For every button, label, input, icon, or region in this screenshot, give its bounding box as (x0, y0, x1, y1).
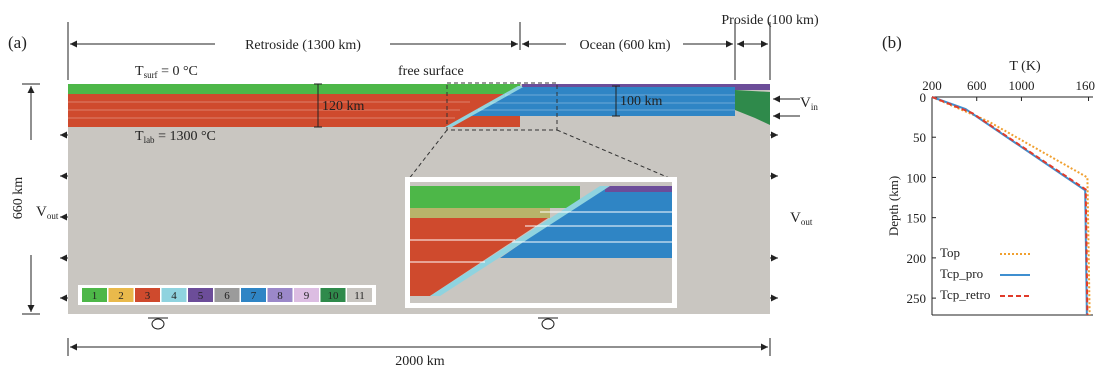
legend-label: 4 (171, 290, 177, 302)
legend-label: 11 (354, 290, 365, 302)
panel-label: (a) (8, 33, 27, 52)
legend-label: 6 (224, 290, 230, 302)
series-line (932, 97, 1087, 315)
legend-label: Top (940, 245, 960, 260)
page: (a) Retroside (1300 km) Ocean (600 km) P… (0, 0, 1095, 369)
x-tick-label: 600 (967, 78, 987, 93)
thick-100: 100 km (620, 94, 663, 109)
x-axis-label: T (K) (1009, 59, 1041, 74)
legend-label: 5 (198, 290, 204, 302)
series-line (932, 97, 1090, 315)
x-tick-label: 1000 (1008, 78, 1034, 93)
thick-120: 120 km (322, 99, 365, 114)
legend-label: 2 (118, 290, 124, 302)
legend-label: 7 (251, 290, 257, 302)
legend-label: 3 (145, 290, 151, 302)
figure: (a) Retroside (1300 km) Ocean (600 km) P… (0, 0, 1095, 369)
legend-label: 8 (277, 290, 283, 302)
free-surface: free surface (398, 64, 464, 79)
y-tick-label: 200 (907, 251, 927, 266)
ocean-label: Ocean (600 km) (580, 38, 671, 53)
y-axis-label: Depth (km) (886, 176, 901, 236)
y-tick-label: 50 (913, 130, 926, 145)
panel-label: (b) (882, 33, 902, 52)
legend: 1 2 3 4 5 6 7 8 9 10 11 (82, 288, 372, 302)
v-in: Vin (800, 95, 818, 112)
v-out-left: Vout (36, 204, 59, 221)
y-tick-label: 0 (920, 90, 927, 105)
depth-label: 660 km (11, 177, 26, 220)
v-out-right: Vout (790, 210, 813, 227)
legend-label: 9 (304, 290, 310, 302)
series-line (932, 97, 1087, 315)
legend-label: 10 (328, 290, 340, 302)
y-tick-label: 150 (907, 211, 927, 226)
roller (148, 318, 558, 329)
t-surf: Tsurf = 0 °C (135, 64, 198, 80)
width-label: 2000 km (395, 354, 445, 369)
retroside-label: Retroside (1300 km) (245, 38, 361, 53)
proside-label: Proside (100 km) (721, 13, 819, 28)
legend-label: 1 (92, 290, 98, 302)
y-tick-label: 250 (907, 291, 927, 306)
legend-label: Tcp_retro (940, 287, 990, 302)
y-tick-label: 100 (907, 170, 927, 185)
legend-label: Tcp_pro (940, 266, 983, 281)
